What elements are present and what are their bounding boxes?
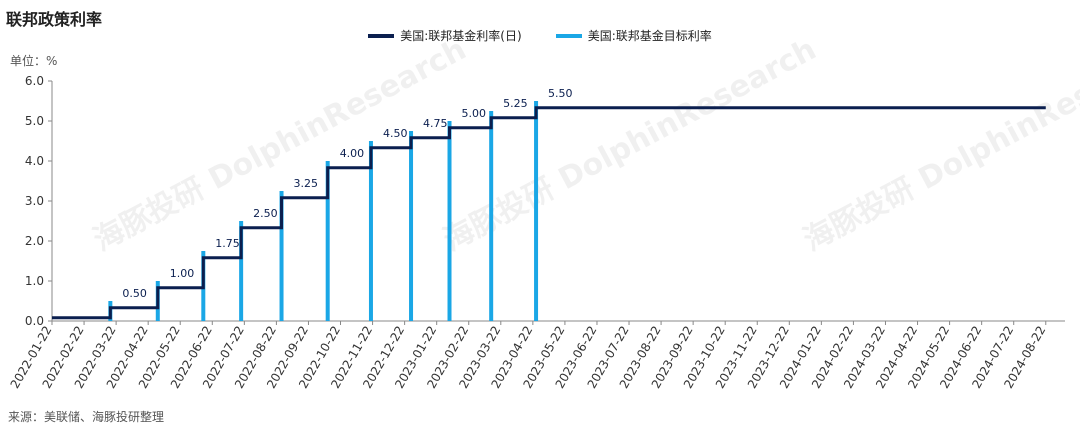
target-rate-label: 2.50	[253, 207, 278, 220]
target-rate-label: 1.00	[170, 267, 195, 280]
unit-label: 单位：%	[10, 54, 58, 68]
target-rate-label: 1.75	[215, 237, 240, 250]
target-rate-label: 5.50	[548, 87, 573, 100]
legend-item-effr: 美国:联邦基金利率(日)	[368, 27, 522, 44]
y-tick-label: 2.0	[25, 234, 44, 248]
target-rate-label: 4.00	[340, 147, 365, 160]
legend-item-target: 美国:联邦基金目标利率	[555, 27, 712, 44]
target-rate-label: 5.25	[503, 97, 528, 110]
y-tick-label: 1.0	[25, 274, 44, 288]
legend-swatch-target	[555, 33, 582, 38]
target-rate-label: 5.00	[462, 107, 487, 120]
y-tick-label: 5.0	[25, 114, 44, 128]
target-rate-label: 3.25	[294, 177, 319, 190]
chart-title: 联邦政策利率	[6, 10, 103, 29]
target-rate-label: 4.75	[423, 117, 448, 130]
y-tick-label: 4.0	[25, 154, 44, 168]
target-rate-label: 4.50	[383, 127, 408, 140]
y-tick-label: 0.0	[25, 314, 44, 328]
y-tick-label: 6.0	[25, 74, 44, 88]
source-note: 来源：美联储、海豚投研整理	[8, 410, 165, 424]
legend-swatch-effr	[368, 33, 395, 38]
effective-rate-line	[52, 106, 1046, 320]
target-rate-label: 0.50	[122, 287, 147, 300]
legend-label-effr: 美国:联邦基金利率(日)	[400, 29, 522, 43]
y-tick-label: 3.0	[25, 194, 44, 208]
legend: 美国:联邦基金利率(日) 美国:联邦基金目标利率	[0, 27, 1080, 44]
legend-label-target: 美国:联邦基金目标利率	[587, 29, 712, 43]
